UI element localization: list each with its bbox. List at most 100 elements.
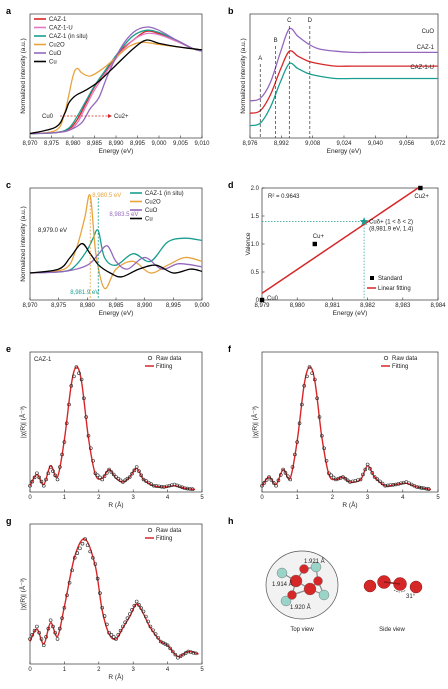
panel-g-raw-point <box>168 646 172 651</box>
panel-e-raw-point <box>82 396 86 401</box>
panel-e-raw-point <box>146 480 151 485</box>
panel-b-xtick-label: 8,992 <box>274 141 290 147</box>
panel-e-raw-point <box>118 478 123 483</box>
panel-c-legend-entry: CuO <box>145 208 158 214</box>
panel-g-raw-point <box>170 649 175 654</box>
panel-b-marker-label: A <box>258 56 262 62</box>
panel-e-raw-point <box>127 475 132 479</box>
panel-g-raw-point <box>39 637 44 641</box>
panel-c-line <box>29 229 203 274</box>
panel-e-raw-point <box>46 471 51 476</box>
panel-d-series: R² = 0.9643 Cu0 Cu+ Cu2+ Cuδ+ (1 < δ < 2)(8,… <box>259 185 429 303</box>
panel-e-raw-point <box>84 415 88 419</box>
panel-e-raw-point <box>114 475 118 479</box>
panel-d-ytick-label: 1.5 <box>251 214 260 220</box>
panel-f-raw-point <box>358 477 363 482</box>
panel-f-xlabel: R (Å) <box>342 500 357 509</box>
panel-c-xtick-label: 8,970 <box>22 303 38 309</box>
panel-e-raw-point <box>53 473 58 478</box>
panel-e-raw-point <box>79 377 84 382</box>
panel-f-raw-point <box>386 483 390 488</box>
panel-b-axes: 8,976 8,992 9,008 9,024 9,040 9,056 9,072 Energ… <box>240 13 446 155</box>
panel-e-raw-point <box>95 473 100 478</box>
panel-g-raw-point <box>186 649 191 654</box>
panel-c-line <box>29 242 203 278</box>
panel-e-raw-point <box>93 471 98 476</box>
panel-e-raw-point <box>190 487 195 491</box>
panel-g-raw-point <box>93 562 98 566</box>
panel-a-xtick-label: 8,990 <box>108 141 124 147</box>
panel-e-raw-point <box>74 365 79 369</box>
panel-e-raw-point <box>72 374 76 379</box>
panel-f-raw-point <box>286 474 290 478</box>
panel-g-raw-point <box>67 580 72 585</box>
panel-f-raw-point <box>278 473 283 477</box>
panel-g-raw-point <box>165 643 170 648</box>
panel-d-ytick-label: 1.0 <box>251 242 260 248</box>
panel-g-raw-point <box>44 635 48 639</box>
side-view-atom <box>409 580 423 594</box>
panel-f-raw-point <box>324 458 329 463</box>
panel-g-legend-entry: Raw data <box>156 528 182 534</box>
panel-f-legend-entry: Fitting <box>392 364 408 370</box>
panel-e-raw-point <box>62 440 67 444</box>
panel-g-raw-point <box>70 568 74 573</box>
panel-d-ylabel: Valence <box>245 232 252 255</box>
panel-f-raw-point <box>336 476 341 481</box>
panel-b-xtick-label: 9,056 <box>399 141 415 147</box>
panel-f-raw-point <box>269 478 274 482</box>
panel-f-raw-point <box>388 483 393 487</box>
panel-f-raw-point <box>281 467 285 472</box>
panel-f-raw-point <box>317 415 322 419</box>
panel-f-raw-point <box>295 440 300 444</box>
panel-g-raw-point <box>75 551 80 555</box>
panel-f-raw-point <box>293 452 297 457</box>
panel-c-xtick-label: 8,985 <box>108 303 124 309</box>
panel-e-raw-point <box>67 402 71 407</box>
panel-g-raw-point <box>83 537 87 541</box>
panel-c-line <box>29 245 203 274</box>
panel-e-raw-point <box>44 477 48 482</box>
panel-g-raw-point <box>116 633 121 637</box>
panel-g-raw-point <box>107 630 111 635</box>
side-view-angle-arc <box>393 589 407 593</box>
panel-g-raw-point <box>191 650 196 655</box>
panel-g-raw-point <box>80 541 85 546</box>
panel-b-xtick-label: 9,040 <box>368 141 384 147</box>
panel-d-ytick-label: 0.5 <box>251 270 260 276</box>
panel-f-ylabel: |χ(R)| (Å⁻³) <box>250 406 259 438</box>
panel-e-xtick-label: 1 <box>63 495 67 501</box>
panel-g-raw-point <box>41 643 46 648</box>
panel-g-raw-point <box>28 637 32 641</box>
panel-f-raw-point <box>372 475 377 479</box>
panel-g-raw-point <box>173 652 178 657</box>
panel-d-legend-entry: Standard <box>378 276 402 282</box>
panel-e-raw-point <box>123 478 127 483</box>
panel-f-xtick-label: 0 <box>260 495 264 501</box>
panel-e-frame <box>29 351 203 493</box>
panel-g-ylabel: |χ(R)| (Å⁻³) <box>18 578 27 610</box>
panel-g-xtick-label: 4 <box>166 667 170 673</box>
panel-d-star-sublabel: (8,981.9 eV, 1.4) <box>369 227 413 233</box>
panel-d-frame <box>261 187 439 301</box>
panel-f-xtick-label: 5 <box>436 495 440 501</box>
panel-e-raw-point <box>30 479 35 484</box>
panel-e-raw-point <box>170 483 174 487</box>
panel-f-raw-point <box>274 483 278 488</box>
panel-g-xtick-label: 5 <box>200 667 204 673</box>
panel-b-xtick-label: 8,976 <box>242 141 258 147</box>
panel-e-label: CAZ-1 <box>34 357 52 363</box>
panel-f-axes: 0 1 2 3 4 5 R (Å) |χ(R)| (Å⁻³) <box>250 351 440 509</box>
panel-b-line <box>249 62 438 127</box>
panel-e-raw-point <box>91 458 95 463</box>
panel-e-legend-entry: Fitting <box>156 364 172 370</box>
panel-g-raw-point <box>141 609 146 614</box>
panel-g-raw-point <box>78 546 82 551</box>
panel-a-legend-entry: CAZ-1 <box>49 17 67 23</box>
panel-e-raw-point <box>35 471 39 476</box>
panel-a-xtick-label: 8,970 <box>22 141 38 147</box>
panel-e-raw-point <box>141 477 146 482</box>
panel-f-raw-point <box>262 481 267 485</box>
panel-g-xtick-label: 3 <box>132 667 136 673</box>
